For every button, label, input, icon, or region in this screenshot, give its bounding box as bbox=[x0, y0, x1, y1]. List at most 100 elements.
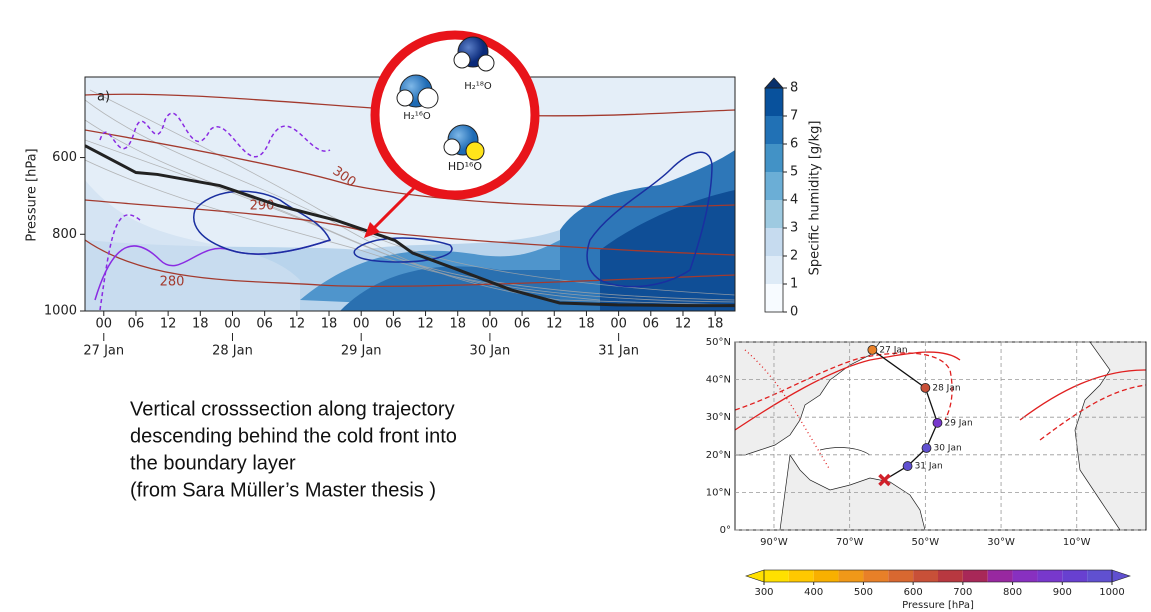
colorbar-tick-label: 700 bbox=[953, 587, 972, 598]
y-tick-label: 800 bbox=[52, 227, 77, 242]
x-tick-label: 18 bbox=[449, 317, 466, 332]
x-tick-label: 00 bbox=[610, 317, 627, 332]
colorbar-tick-label: 2 bbox=[790, 249, 798, 264]
colorbar-extend bbox=[765, 78, 783, 88]
colorbar-band bbox=[765, 284, 783, 312]
x-tick-label: 06 bbox=[256, 317, 273, 332]
colorbar-band bbox=[938, 570, 963, 582]
colorbar-band bbox=[765, 228, 783, 256]
colorbar-tick-label: 1000 bbox=[1099, 587, 1124, 598]
y-axis-label: Pressure [hPa] bbox=[25, 148, 40, 241]
colorbar-band bbox=[814, 570, 839, 582]
trajectory-point bbox=[921, 383, 930, 392]
map-land bbox=[735, 342, 1146, 530]
panel-label: a) bbox=[97, 90, 110, 105]
date-tick-label: 27 Jan bbox=[83, 344, 124, 359]
colorbar-tick-label: 300 bbox=[754, 587, 773, 598]
trajectory-point bbox=[868, 345, 877, 354]
colorbar-tick-label: 400 bbox=[804, 587, 823, 598]
colorbar-band bbox=[1062, 570, 1087, 582]
colorbar-band bbox=[765, 200, 783, 228]
x-tick-label: 18 bbox=[707, 317, 724, 332]
colorbar-band bbox=[1037, 570, 1062, 582]
x-tick-label: 50°W bbox=[912, 537, 940, 548]
x-tick-label: 70°W bbox=[836, 537, 864, 548]
date-tick-label: 29 Jan bbox=[341, 344, 382, 359]
x-tick-label: 18 bbox=[321, 317, 338, 332]
y-tick-label: 30°N bbox=[706, 412, 731, 423]
x-tick-label: 30°W bbox=[987, 537, 1015, 548]
colorbar-band bbox=[1087, 570, 1112, 582]
y-tick-label: 600 bbox=[52, 150, 77, 165]
date-tick-label: 28 Jan bbox=[212, 344, 253, 359]
x-tick-label: 12 bbox=[160, 317, 177, 332]
colorbar-tick-label: 4 bbox=[790, 193, 798, 208]
point-label: 31 Jan bbox=[915, 462, 943, 472]
y-tick-label: 40°N bbox=[706, 375, 731, 386]
y-tick-label: 20°N bbox=[706, 450, 731, 461]
colorbar-tick-label: 600 bbox=[904, 587, 923, 598]
slide: 6008001000000612180006121800061218000612… bbox=[0, 0, 1151, 612]
colorbar-band bbox=[765, 172, 783, 200]
x-tick-label: 10°W bbox=[1063, 537, 1091, 548]
caption-line: descending behind the cold front into bbox=[130, 425, 457, 447]
y-tick-label: 0° bbox=[720, 525, 731, 536]
molecule-label: HD¹⁶O bbox=[448, 160, 483, 173]
colorbar-band bbox=[913, 570, 938, 582]
point-label: 27 Jan bbox=[879, 345, 907, 355]
x-tick-label: 06 bbox=[643, 317, 660, 332]
x-tick-label: 12 bbox=[289, 317, 306, 332]
colorbar-tick-label: 1 bbox=[790, 277, 798, 292]
x-tick-label: 12 bbox=[675, 317, 692, 332]
x-tick-label: 12 bbox=[417, 317, 434, 332]
colorbar-extend bbox=[746, 570, 764, 582]
x-tick-label: 18 bbox=[578, 317, 595, 332]
molecule-label: H₂¹⁸O bbox=[464, 81, 492, 92]
colorbar-extend bbox=[1112, 570, 1130, 582]
colorbar-band bbox=[765, 256, 783, 284]
caption-line: Vertical crosssection along trajectory bbox=[130, 398, 455, 420]
x-tick-label: 90°W bbox=[760, 537, 788, 548]
caption: Vertical crosssection along trajectory d… bbox=[130, 398, 457, 501]
colorbar-band bbox=[765, 88, 783, 116]
trajectory-point bbox=[903, 462, 912, 471]
x-tick-label: 06 bbox=[385, 317, 402, 332]
x-tick-label: 12 bbox=[546, 317, 563, 332]
point-label: 28 Jan bbox=[932, 383, 960, 393]
y-tick-label: 1000 bbox=[44, 304, 77, 319]
date-tick-label: 31 Jan bbox=[598, 344, 639, 359]
colorbar-tick-label: 7 bbox=[790, 109, 798, 124]
x-tick-label: 06 bbox=[514, 317, 531, 332]
y-tick-label: 50°N bbox=[706, 337, 731, 348]
colorbar-tick-label: 900 bbox=[1053, 587, 1072, 598]
colorbar-band bbox=[839, 570, 864, 582]
x-tick-label: 00 bbox=[224, 317, 241, 332]
colorbar-band bbox=[1013, 570, 1038, 582]
contour-label: 280 bbox=[160, 275, 185, 290]
x-tick-label: 06 bbox=[128, 317, 145, 332]
point-label: 30 Jan bbox=[933, 444, 961, 454]
colorbar-tick-label: 0 bbox=[790, 305, 798, 320]
colorbar-band bbox=[888, 570, 913, 582]
colorbar-label: Specific humidity [g/kg] bbox=[808, 121, 823, 276]
colorbar-tick-label: 800 bbox=[1003, 587, 1022, 598]
colorbar-band bbox=[963, 570, 988, 582]
trajectory-point bbox=[933, 418, 942, 427]
x-tick-label: 00 bbox=[95, 317, 112, 332]
caption-line: (from Sara Müller’s Master thesis ) bbox=[130, 479, 436, 501]
colorbar-band bbox=[988, 570, 1013, 582]
colorbar-tick-label: 8 bbox=[790, 81, 798, 96]
x-tick-label: 18 bbox=[192, 317, 209, 332]
colorbar-tick-label: 6 bbox=[790, 137, 798, 152]
caption-line: the boundary layer bbox=[130, 452, 296, 474]
colorbar-band bbox=[765, 116, 783, 144]
x-tick-label: 00 bbox=[482, 317, 499, 332]
colorbar-tick-label: 5 bbox=[790, 165, 798, 180]
date-tick-label: 30 Jan bbox=[470, 344, 511, 359]
x-tick-label: 00 bbox=[353, 317, 370, 332]
colorbar-band bbox=[863, 570, 888, 582]
colorbar-band bbox=[789, 570, 814, 582]
page: { "chart_data": [ {"type": "contour", "p… bbox=[0, 0, 1151, 612]
colorbar-label: Pressure [hPa] bbox=[902, 600, 974, 611]
molecule-label: H₂¹⁶O bbox=[403, 111, 431, 122]
